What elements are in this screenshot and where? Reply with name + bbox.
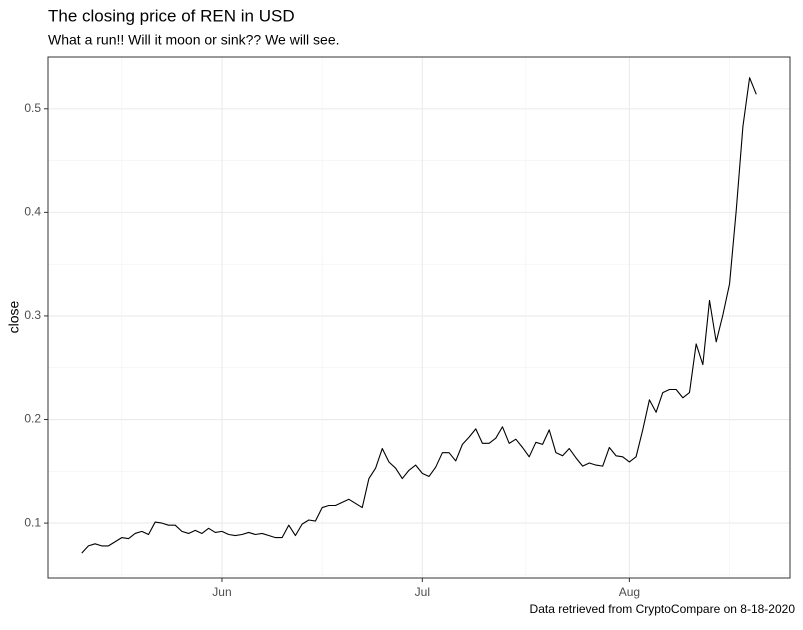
chart-title: The closing price of REN in USD xyxy=(48,6,295,25)
y-tick-label: 0.3 xyxy=(24,308,41,322)
plot xyxy=(81,77,757,554)
x-tick-label: Aug xyxy=(619,585,640,599)
y-tick-label: 0.4 xyxy=(24,205,41,219)
y-tick-label: 0.1 xyxy=(24,515,41,529)
y-tick-label: 0.5 xyxy=(24,101,41,115)
chart-subtitle: What a run!! Will it moon or sink?? We w… xyxy=(48,32,340,48)
y-axis-label: close xyxy=(6,300,22,333)
x-tick-label: Jun xyxy=(212,585,231,599)
y-tick-label: 0.2 xyxy=(24,412,41,426)
panel-border xyxy=(47,56,791,579)
x-tick-label: Jul xyxy=(415,585,430,599)
caption: Data retrieved from CryptoCompare on 8-1… xyxy=(530,602,796,616)
price-line xyxy=(81,77,757,554)
